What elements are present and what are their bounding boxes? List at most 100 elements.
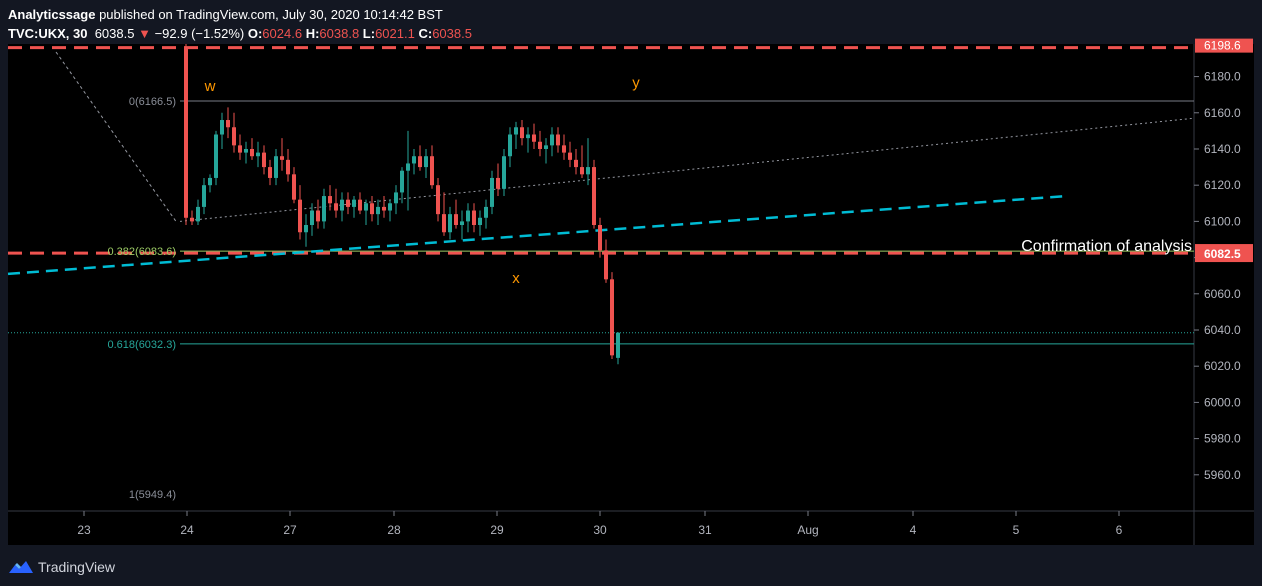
candle-body (604, 250, 608, 280)
candle-body (352, 199, 356, 207)
current-price-tag (1195, 244, 1253, 263)
candle-body (550, 134, 554, 146)
candle-body (508, 134, 512, 157)
candle-body (574, 159, 578, 168)
fib-level-label: 0.618(6032.3) (108, 339, 177, 351)
candle-body (292, 174, 296, 200)
candle-body (472, 210, 476, 226)
candle-body (280, 156, 284, 160)
y-tick-label: 5980.0 (1204, 432, 1241, 446)
y-tick-label: 6180.0 (1204, 70, 1241, 84)
candle-body (346, 199, 350, 207)
candle-body (514, 127, 518, 135)
x-tick-label: 6 (1116, 523, 1123, 537)
candle-body (238, 145, 242, 153)
candle-body (502, 156, 506, 189)
y-tick-label: 6100.0 (1204, 214, 1241, 228)
top-price-tag-label: 6198.6 (1204, 39, 1241, 53)
wave-label: w (204, 78, 216, 95)
open-label: O: (247, 26, 263, 41)
x-tick-label: 28 (387, 523, 401, 537)
candle-body (544, 145, 548, 149)
candle-body (334, 203, 338, 211)
fib-level-label: 0(6166.5) (129, 96, 176, 108)
trend-line-cyan (7, 194, 1067, 276)
tradingview-footer[interactable]: TradingView (8, 556, 115, 578)
chart-header: Analyticssage published on TradingView.c… (8, 5, 472, 43)
drawing-lines (7, 46, 1195, 345)
candle-body (310, 210, 314, 226)
candle-body (196, 206, 200, 222)
tradingview-logo-icon (9, 561, 33, 573)
y-tick-label: 6020.0 (1204, 359, 1241, 373)
candle-body (580, 167, 584, 175)
plot-area[interactable] (8, 44, 1194, 511)
author-name[interactable]: Analyticssage (8, 7, 96, 22)
candle-body (220, 120, 224, 135)
ohlc-legend: TVC:UKX, 30 6038.5 ▼ −92.9 (−1.52%) O:60… (8, 24, 472, 43)
candle-body (532, 134, 536, 142)
candle-body (556, 134, 560, 146)
candle-body (460, 221, 464, 226)
candle-body (478, 217, 482, 226)
candle-body (376, 206, 380, 215)
candle-body (496, 177, 500, 189)
candle-body (244, 148, 248, 153)
x-tick-label: 29 (490, 523, 504, 537)
published-text: published on TradingView.com, July 30, 2… (99, 7, 443, 22)
annotation-text: Confirmation of analysis (1021, 238, 1192, 255)
symbol-label: TVC:UKX, 30 (8, 26, 88, 41)
top-price-tag (1195, 38, 1253, 53)
price-change: −92.9 (−1.52%) (154, 26, 245, 41)
candle-body (466, 210, 470, 222)
candle-body (328, 196, 332, 204)
y-tick-label: 6140.0 (1204, 142, 1241, 156)
candle-body (202, 185, 206, 207)
candle-body (184, 47, 188, 218)
candle-body (370, 203, 374, 215)
x-tick-label: Aug (797, 523, 818, 537)
candle-body (358, 199, 362, 211)
close-value: 6038.5 (432, 26, 472, 41)
candle-body (592, 167, 596, 226)
candle-body (274, 156, 278, 178)
wave-label: y (632, 74, 640, 91)
y-tick-label: 6160.0 (1204, 106, 1241, 120)
y-tick-label: 5960.0 (1204, 468, 1241, 482)
price-axis[interactable] (1194, 44, 1254, 511)
last-price: 6038.5 (94, 26, 135, 41)
candle-body (400, 170, 404, 193)
candles (184, 44, 620, 365)
x-axis-ticks: 23 24 27 28 29 30 31 Aug 4 5 6 (77, 511, 1123, 537)
candle-body (436, 185, 440, 215)
x-tick-label: 4 (910, 523, 917, 537)
high-value: 6038.8 (319, 26, 360, 41)
candle-body (538, 141, 542, 149)
candle-body (598, 225, 602, 251)
drawing-labels: 0(6166.5) 0.382(6083.6) 0.618(6032.3) 1(594… (108, 74, 1193, 501)
candle-body (208, 177, 212, 186)
current-price-tag-label: 6082.5 (1204, 247, 1241, 261)
close-label: C: (418, 26, 433, 41)
y-tick-label: 6000.0 (1204, 395, 1241, 409)
candle-body (250, 148, 254, 157)
time-axis[interactable] (8, 511, 1254, 545)
x-tick-label: 27 (283, 523, 297, 537)
tradingview-brand: TradingView (38, 559, 116, 575)
candle-body (568, 152, 572, 160)
candle-body (256, 152, 260, 157)
candle-body (526, 134, 530, 139)
y-tick-label: 6120.0 (1204, 178, 1241, 192)
candle-body (190, 217, 194, 222)
candle-body (430, 156, 434, 186)
candle-body (364, 203, 368, 211)
candle-body (442, 214, 446, 233)
x-tick-label: 5 (1013, 523, 1020, 537)
candle-body (340, 199, 344, 211)
candle-body (388, 203, 392, 211)
candle-body (562, 145, 566, 153)
candle-body (382, 206, 386, 211)
candle-body (424, 156, 428, 168)
candle-body (520, 127, 524, 139)
